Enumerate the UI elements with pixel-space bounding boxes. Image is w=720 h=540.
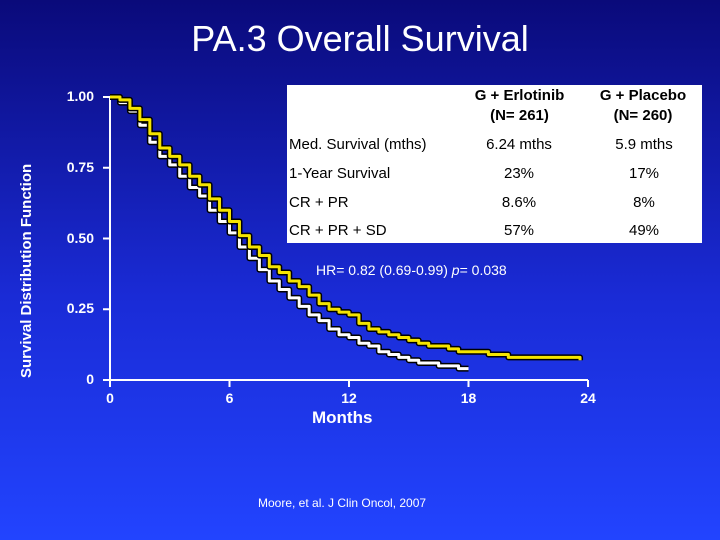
y-tick-label: 0.25 [50,300,94,316]
x-tick-label: 24 [568,390,608,406]
y-tick-label: 0.50 [50,230,94,246]
row-crprsd-erlotinib: 57% [459,222,579,239]
row-label-crprsd: CR + PR + SD [289,222,387,239]
stats-table: G + Erlotinib G + Placebo (N= 261) (N= 2… [287,85,702,243]
row-label-1yr: 1-Year Survival [289,165,390,182]
row-crpr-placebo: 8% [584,194,704,211]
x-tick-label: 12 [329,390,369,406]
x-axis-label: Months [312,408,372,428]
row-1yr-placebo: 17% [584,165,704,182]
x-tick-label: 6 [210,390,250,406]
y-tick-label: 1.00 [50,88,94,104]
row-crprsd-placebo: 49% [584,222,704,239]
hr-suffix: = 0.038 [460,262,507,278]
hr-p-symbol: p [452,262,460,278]
col2-header: G + Placebo [584,87,702,104]
col2-n: (N= 260) [584,107,702,124]
y-tick-label: 0 [50,371,94,387]
row-label-median: Med. Survival (mths) [289,136,427,153]
x-tick-label: 18 [449,390,489,406]
hr-prefix: HR= 0.82 (0.69-0.99) [316,262,452,278]
hazard-ratio-text: HR= 0.82 (0.69-0.99) p= 0.038 [316,262,507,278]
citation: Moore, et al. J Clin Oncol, 2007 [258,496,426,510]
row-median-placebo: 5.9 mths [584,136,704,153]
row-label-crpr: CR + PR [289,194,349,211]
col1-n: (N= 261) [457,107,582,124]
col1-header: G + Erlotinib [457,87,582,104]
row-crpr-erlotinib: 8.6% [459,194,579,211]
x-tick-label: 0 [90,390,130,406]
y-tick-label: 0.75 [50,159,94,175]
row-median-erlotinib: 6.24 mths [459,136,579,153]
row-1yr-erlotinib: 23% [459,165,579,182]
